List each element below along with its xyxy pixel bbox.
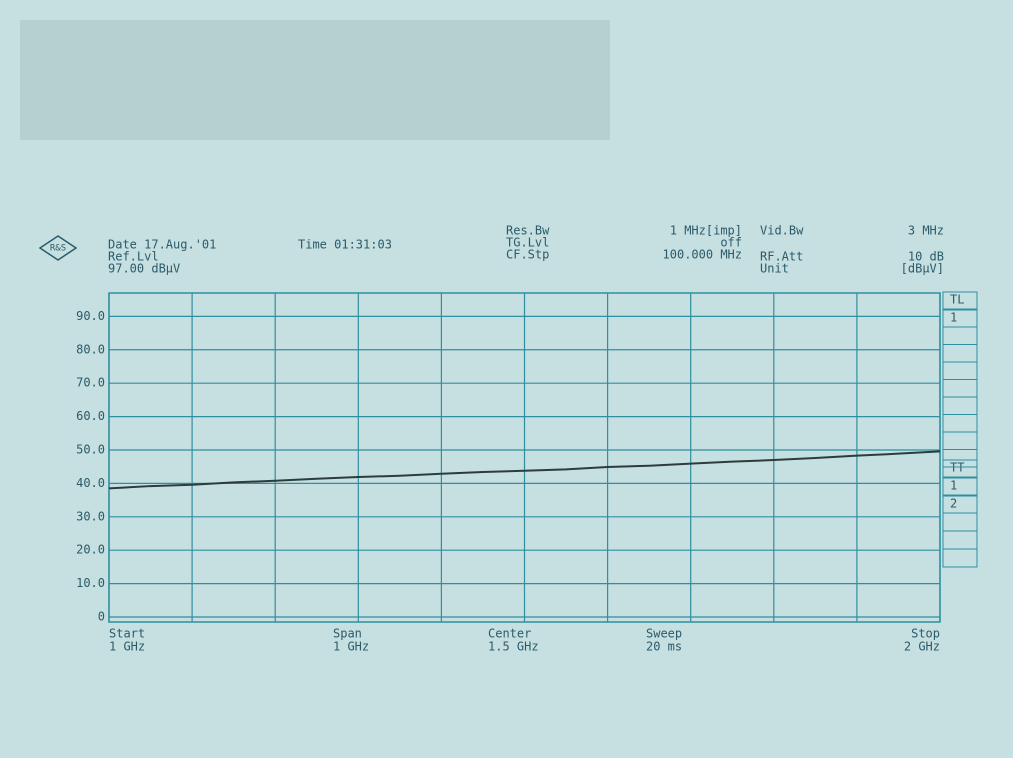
logo-shape [38, 235, 78, 261]
header-text: [dBµV] [901, 262, 944, 276]
y-tick-label: 70.0 [76, 376, 105, 390]
header-text: 97.00 dBµV [108, 262, 180, 276]
header-text: Date 17.Aug.'01 [108, 238, 216, 252]
y-tick-label: 10.0 [76, 576, 105, 590]
side-label: 1 [950, 479, 957, 493]
footer-value: 1.5 GHz [488, 640, 539, 654]
y-tick-label: 30.0 [76, 509, 105, 523]
trace [108, 450, 941, 490]
header-text: TG.Lvl [506, 236, 549, 250]
logo: R&S [50, 244, 66, 254]
footer-label: Stop [911, 627, 940, 641]
header-text: 100.000 MHz [663, 248, 742, 262]
y-tick-label: 80.0 [76, 342, 105, 356]
footer-label: Start [109, 627, 145, 641]
side-box [942, 449, 978, 468]
header-text: CF.Stp [506, 248, 549, 262]
y-tick-label: 90.0 [76, 309, 105, 323]
y-tick-label: 0 [98, 610, 105, 624]
footer-label: Center [488, 627, 531, 641]
header-text: 10 dB [908, 250, 944, 264]
side-box [942, 477, 978, 496]
y-tick-label: 60.0 [76, 409, 105, 423]
header-text: Res.Bw [506, 224, 550, 238]
side-box [942, 291, 978, 310]
glare [20, 20, 610, 140]
footer-value: 1 GHz [109, 640, 145, 654]
side-label: 2 [950, 497, 957, 511]
header-text: Ref.Lvl [108, 250, 159, 264]
y-tick-label: 40.0 [76, 476, 105, 490]
footer-label: Sweep [646, 627, 682, 641]
y-tick-label: 20.0 [76, 543, 105, 557]
header-text: Unit [760, 262, 789, 276]
header-text: off [720, 236, 742, 250]
side-label: 1 [950, 311, 957, 325]
side-box [942, 548, 978, 568]
header-text: Time 01:31:03 [298, 238, 392, 252]
header-text: RF.Att [760, 250, 803, 264]
header-text: 1 MHz[imp] [670, 224, 742, 238]
footer-label: Span [333, 627, 362, 641]
header-text: 3 MHz [908, 224, 944, 238]
footer-value: 1 GHz [333, 640, 369, 654]
side-label: TL [950, 293, 964, 307]
footer-value: 2 GHz [904, 640, 940, 654]
footer-value: 20 ms [646, 640, 682, 654]
y-tick-label: 50.0 [76, 442, 105, 456]
side-box [942, 459, 978, 478]
header-text: Vid.Bw [760, 224, 804, 238]
